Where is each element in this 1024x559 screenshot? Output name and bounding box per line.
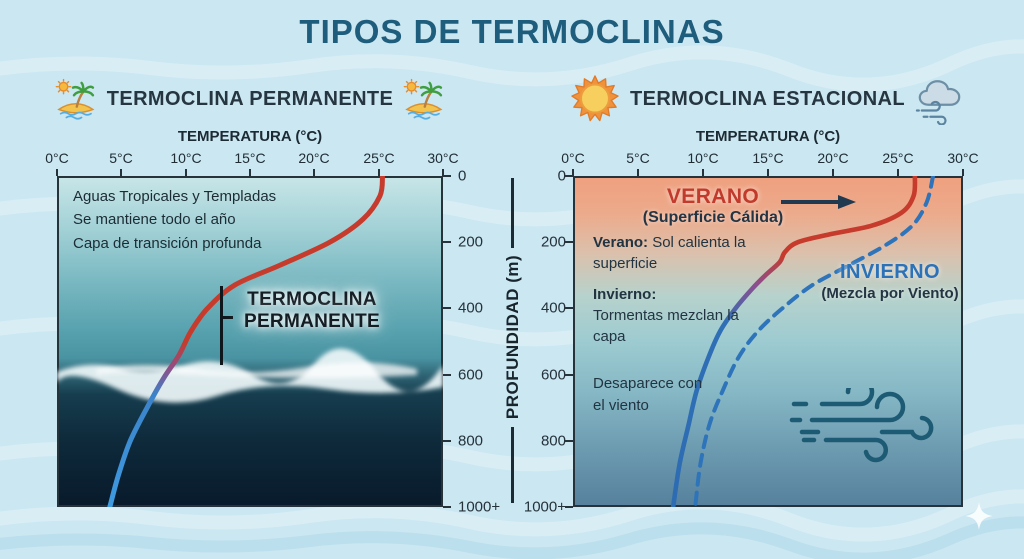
x-tick-mark (767, 169, 769, 176)
thermocline-bracket-tick (220, 316, 233, 319)
left-panel-title: TERMOCLINA PERMANENTE (106, 87, 394, 110)
y-tick-label: 600 (458, 366, 484, 384)
verano-note: Verano: Sol calienta la superficie (593, 234, 746, 273)
x-tick-mark (572, 169, 574, 176)
x-tick-mark (56, 169, 58, 176)
verano-label: VERANO (666, 185, 760, 208)
y-tick-label: 0 (557, 167, 566, 185)
x-tick-mark (442, 169, 444, 176)
x-tick-mark (962, 169, 964, 176)
island-palm-sun-icon (403, 78, 443, 120)
y-tick-mark (443, 241, 451, 243)
y-tick-mark (565, 307, 573, 309)
annotation-line: Capa de transición profunda (73, 234, 262, 252)
wind-swirl-icon (789, 388, 934, 463)
invierno-sublabel: (Mezcla por Viento) (821, 285, 959, 302)
seasonal-profile-curves (670, 176, 936, 507)
wind-cloud-icon (915, 80, 961, 125)
sun-icon (571, 75, 619, 122)
y-tick-mark (443, 374, 451, 376)
x-tick-mark (637, 169, 639, 176)
y-axis-title: PROFUNDIDAD (m) (503, 254, 522, 420)
x-tick-label: 15°C (234, 150, 266, 166)
x-tick-label: 5°C (109, 150, 133, 166)
x-tick-label: 30°C (947, 150, 979, 166)
x-tick-label: 0°C (45, 150, 69, 166)
verano-curve (670, 176, 918, 507)
permanent-thermocline-chart: Aguas Tropicales y Templadas Se mantiene… (57, 176, 443, 507)
y-tick-mark (565, 241, 573, 243)
y-tick-label: 200 (458, 233, 484, 251)
x-tick-label: 20°C (298, 150, 330, 166)
y-tick-label: 1000+ (458, 498, 501, 516)
y-tick-mark (565, 374, 573, 376)
x-tick-label: 0°C (561, 150, 585, 166)
seasonal-thermocline-chart: VERANO (Superficie Cálida) INVIERNO (Mez… (573, 176, 963, 507)
arrow-right-icon (781, 195, 856, 209)
y-tick-mark (565, 440, 573, 442)
x-tick-mark (897, 169, 899, 176)
sparkle-icon (965, 502, 993, 530)
invierno-label: INVIERNO (840, 261, 940, 283)
x-tick-label: 5°C (626, 150, 650, 166)
x-tick-mark (378, 169, 380, 176)
x-tick-mark (249, 169, 251, 176)
y-tick-label: 0 (458, 167, 467, 185)
wind-note: Desaparece con el viento (593, 375, 703, 414)
page-title: TIPOS DE TERMOCLINAS (299, 13, 725, 50)
island-palm-sun-icon (55, 78, 95, 120)
y-tick-label: 200 (540, 233, 566, 251)
y-tick-mark (565, 175, 573, 177)
y-tick-mark (443, 175, 451, 177)
x-tick-label: 30°C (427, 150, 459, 166)
y-tick-label: 800 (540, 432, 566, 450)
x-tick-label: 20°C (817, 150, 849, 166)
annotation-line: Se mantiene todo el año (73, 211, 236, 229)
y-tick-mark (565, 506, 573, 508)
y-tick-label: 800 (458, 432, 484, 450)
left-panel-header: TERMOCLINA PERMANENTE (55, 77, 445, 121)
left-x-axis-title: TEMPERATURA (°C) (177, 128, 323, 145)
x-tick-mark (313, 169, 315, 176)
x-tick-mark (185, 169, 187, 176)
permanent-profile-curve (107, 176, 385, 507)
x-tick-label: 15°C (752, 150, 784, 166)
invierno-curve (693, 176, 936, 507)
right-panel-title: TERMOCLINA ESTACIONAL (629, 87, 906, 110)
permanent-thermocline-label: TERMOCLINA PERMANENTE (243, 289, 380, 332)
thermocline-bracket (220, 286, 223, 365)
x-tick-mark (832, 169, 834, 176)
y-tick-label: 600 (540, 366, 566, 384)
ocean-surface-foam (57, 348, 443, 403)
right-chart-annotation: Verano: Sol calienta la superficie Invie… (593, 232, 757, 425)
depth-axis-line-top (511, 178, 514, 248)
annotation-line: Aguas Tropicales y Templadas (73, 188, 277, 205)
left-chart-annotation: Aguas Tropicales y Templadas Se mantiene… (73, 185, 276, 255)
x-tick-label: 10°C (170, 150, 202, 166)
verano-sublabel: (Superficie Cálida) (642, 209, 784, 226)
right-panel-header: TERMOCLINA ESTACIONAL (570, 73, 965, 125)
right-x-axis-title: TEMPERATURA (°C) (695, 128, 841, 145)
x-tick-label: 25°C (882, 150, 914, 166)
x-tick-label: 10°C (687, 150, 719, 166)
depth-axis-line-bottom (511, 427, 514, 503)
y-tick-label: 400 (458, 299, 484, 317)
x-tick-label: 25°C (363, 150, 395, 166)
y-tick-label: 400 (540, 299, 566, 317)
x-tick-mark (120, 169, 122, 176)
y-tick-label: 1000+ (523, 498, 566, 516)
y-tick-mark (443, 440, 451, 442)
y-tick-mark (443, 307, 451, 309)
y-tick-mark (443, 506, 451, 508)
x-tick-mark (702, 169, 704, 176)
invierno-note: Invierno: Tormentas mezclan la capa (593, 285, 739, 346)
